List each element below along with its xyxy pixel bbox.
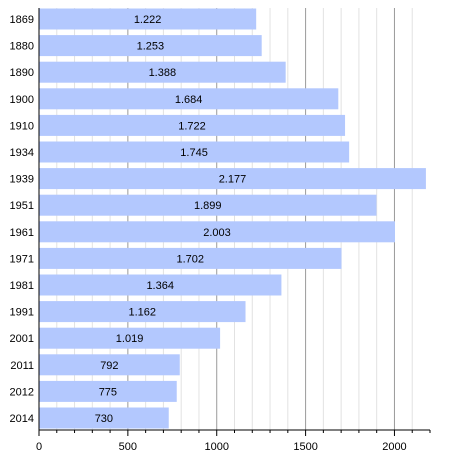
category-label: 1991	[10, 307, 34, 319]
value-label: 1.388	[149, 67, 177, 79]
bar	[39, 194, 377, 216]
bar	[39, 141, 350, 163]
category-label: 1981	[10, 280, 34, 292]
bar	[39, 88, 339, 110]
bar	[39, 380, 177, 402]
category-label: 2014	[10, 413, 34, 425]
category-label: 1900	[10, 94, 34, 106]
bars	[39, 8, 426, 429]
value-label: 1.222	[134, 14, 162, 26]
category-label: 1971	[10, 253, 34, 265]
bar	[39, 61, 286, 83]
x-axis-ticks: 0 500 1000 1500 2000	[36, 430, 431, 453]
category-label: 2012	[10, 386, 34, 398]
value-label: 1.019	[116, 333, 144, 345]
category-label: 1939	[10, 174, 34, 186]
category-label: 2001	[10, 333, 34, 345]
x-tick-label: 2000	[382, 441, 406, 453]
category-label: 1910	[10, 120, 34, 132]
bar	[39, 247, 342, 269]
x-tick-label: 500	[119, 441, 137, 453]
value-label: 1.364	[146, 280, 174, 292]
value-label: 2.177	[219, 174, 247, 186]
value-label: 2.003	[203, 227, 231, 239]
bar	[39, 35, 262, 57]
category-label: 1880	[10, 41, 34, 53]
x-tick-label: 0	[36, 441, 42, 453]
category-label: 1951	[10, 200, 34, 212]
bar	[39, 354, 180, 376]
value-labels: 1.222 1.253 1.388 1.684 1.722 1.745 2.177 1.899…	[95, 14, 247, 425]
bar	[39, 221, 395, 243]
value-label: 1.702	[176, 253, 204, 265]
bar	[39, 327, 221, 349]
value-label: 1.899	[194, 200, 222, 212]
category-label: 1890	[10, 67, 34, 79]
value-label: 792	[100, 360, 118, 372]
x-tick-label: 1000	[204, 441, 228, 453]
value-label: 1.684	[175, 94, 203, 106]
value-label: 775	[99, 386, 117, 398]
value-label: 730	[95, 413, 113, 425]
category-labels: 1869 1880 1890 1900 1910 1934 1939 1951 1961 1971…	[10, 14, 34, 425]
category-label: 1961	[10, 227, 34, 239]
category-label: 2011	[10, 360, 34, 372]
value-label: 1.745	[180, 147, 208, 159]
value-label: 1.253	[137, 41, 165, 53]
value-label: 1.162	[128, 307, 156, 319]
bar	[39, 274, 282, 296]
bar	[39, 407, 169, 429]
x-tick-label: 1500	[293, 441, 317, 453]
bar	[39, 8, 257, 30]
bar	[39, 114, 346, 136]
bar	[39, 301, 246, 323]
category-label: 1869	[10, 14, 34, 26]
bar	[39, 168, 426, 190]
value-label: 1.722	[178, 120, 206, 132]
category-label: 1934	[10, 147, 34, 159]
